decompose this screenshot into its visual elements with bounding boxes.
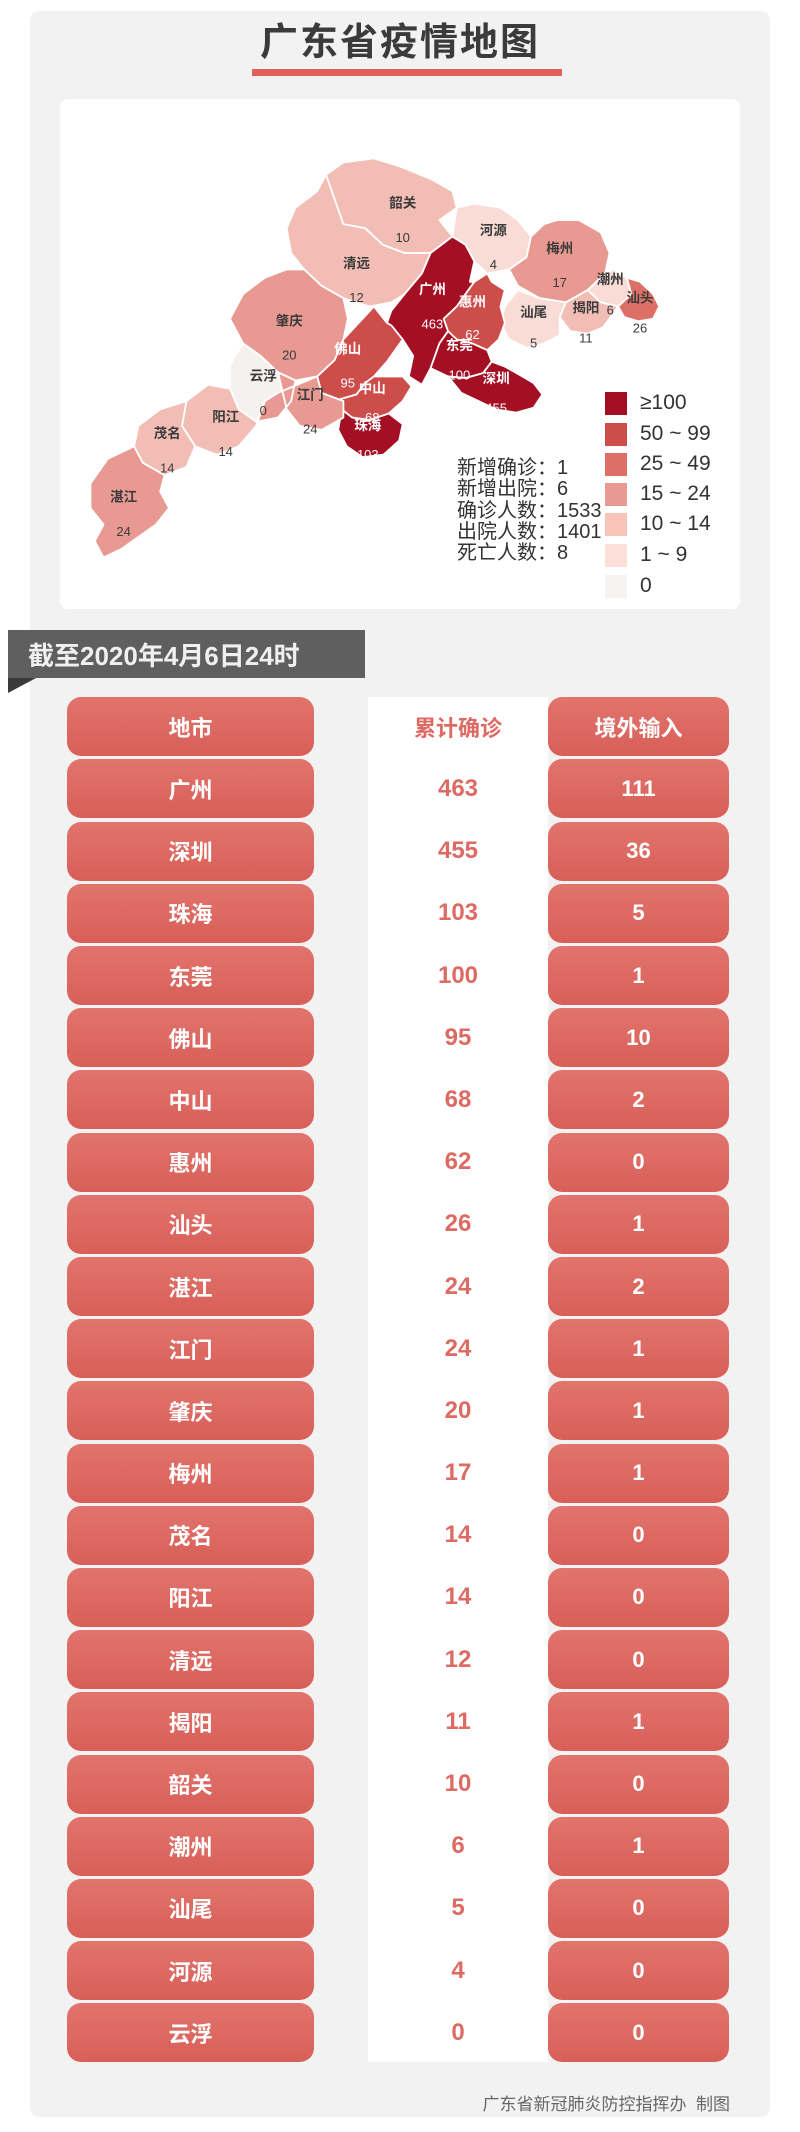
svg-text:26: 26	[633, 320, 647, 335]
svg-text:韶关: 韶关	[389, 195, 416, 211]
svg-text:6: 6	[607, 302, 614, 317]
svg-text:惠州: 惠州	[459, 294, 486, 309]
svg-text:14: 14	[218, 444, 232, 459]
svg-text:100: 100	[449, 367, 471, 382]
svg-text:中山: 中山	[359, 380, 386, 396]
svg-text:深圳: 深圳	[483, 371, 510, 386]
svg-text:东莞: 东莞	[446, 337, 473, 353]
svg-text:0: 0	[260, 403, 267, 418]
svg-text:江门: 江门	[297, 386, 324, 402]
svg-text:463: 463	[422, 316, 444, 331]
svg-text:云浮: 云浮	[250, 367, 277, 383]
svg-text:24: 24	[116, 524, 130, 539]
svg-text:汕尾: 汕尾	[520, 305, 547, 320]
svg-text:梅州: 梅州	[546, 240, 573, 256]
svg-text:455: 455	[485, 400, 507, 415]
svg-text:广州: 广州	[419, 281, 446, 297]
svg-text:清远: 清远	[343, 255, 370, 271]
svg-text:佛山: 佛山	[334, 340, 361, 356]
svg-text:24: 24	[303, 422, 317, 437]
svg-text:茂名: 茂名	[154, 425, 181, 441]
svg-text:103: 103	[357, 447, 379, 462]
svg-text:揭阳: 揭阳	[572, 300, 599, 315]
svg-text:肇庆: 肇庆	[276, 312, 303, 328]
svg-text:珠海: 珠海	[354, 417, 381, 433]
svg-text:阳江: 阳江	[212, 410, 239, 425]
svg-text:20: 20	[282, 347, 296, 362]
svg-text:4: 4	[490, 257, 497, 272]
svg-text:5: 5	[530, 335, 537, 350]
svg-text:潮州: 潮州	[597, 272, 624, 287]
svg-text:12: 12	[349, 290, 363, 305]
svg-text:17: 17	[552, 275, 566, 290]
svg-text:汕头: 汕头	[627, 290, 654, 305]
svg-text:湛江: 湛江	[110, 489, 137, 504]
svg-text:10: 10	[395, 230, 409, 245]
svg-text:14: 14	[160, 460, 174, 475]
svg-text:95: 95	[341, 376, 355, 391]
svg-text:河源: 河源	[480, 223, 507, 238]
svg-text:11: 11	[579, 330, 592, 345]
